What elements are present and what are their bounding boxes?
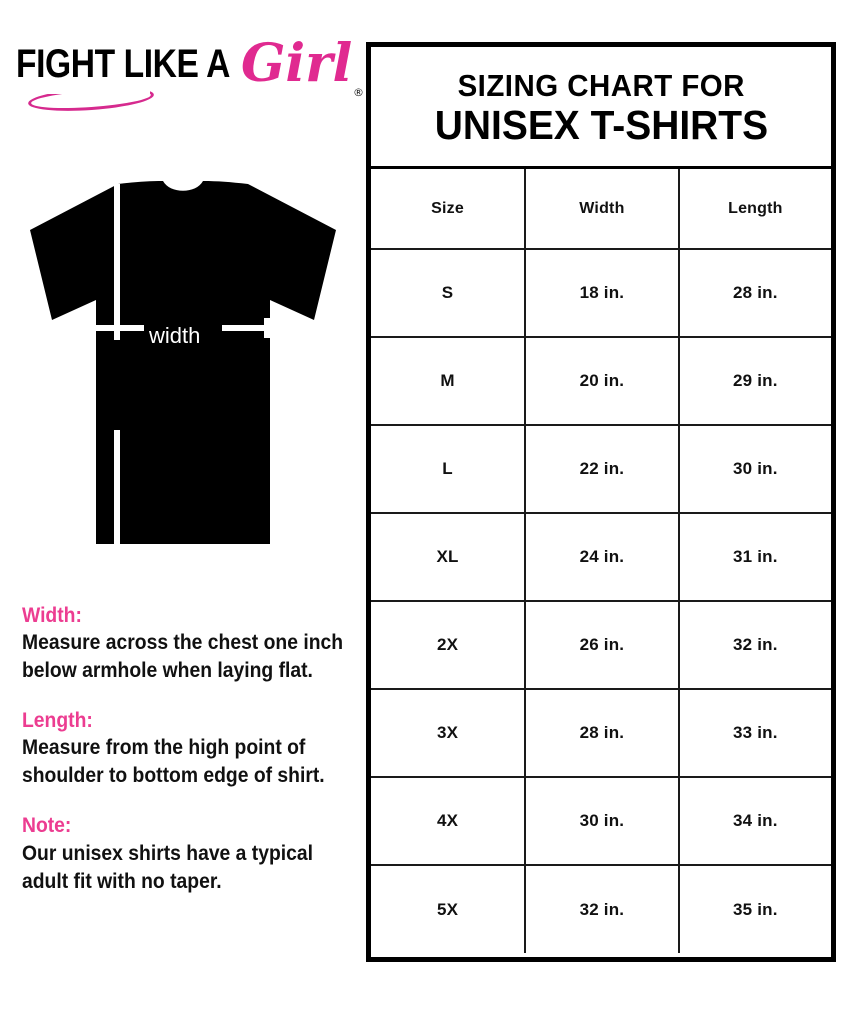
table-row: XL 24 in. 31 in.	[371, 512, 831, 602]
info-body-width: Measure across the chest one inch below …	[22, 631, 344, 683]
cell-size: L	[371, 424, 527, 514]
info-block-width: Width: Measure across the chest one inch…	[22, 602, 352, 685]
table-row: 2X 26 in. 32 in.	[371, 600, 831, 690]
table-row: S 18 in. 28 in.	[371, 248, 831, 338]
logo-text-fight-like-a: FIGHT LIKE A	[16, 42, 230, 86]
tshirt-illustration: width length	[18, 172, 348, 572]
brand-logo: FIGHT LIKE A Girl ®	[16, 33, 364, 115]
sizing-chart-title-line1: SIZING CHART FOR	[457, 67, 745, 103]
sizing-table-header: Size Width Length	[371, 169, 831, 250]
left-column: FIGHT LIKE A Girl ® width	[0, 0, 364, 1010]
cell-size: 5X	[371, 864, 527, 953]
cell-length: 31 in.	[677, 512, 831, 602]
cell-size: 4X	[371, 776, 527, 866]
cell-length: 29 in.	[677, 336, 831, 426]
registered-trademark-icon: ®	[353, 86, 364, 99]
cell-width: 28 in.	[524, 688, 680, 778]
table-row: 3X 28 in. 33 in.	[371, 688, 831, 778]
table-header-row: Size Width Length	[371, 169, 831, 250]
cell-width: 24 in.	[524, 512, 680, 602]
tshirt-silhouette-icon	[30, 181, 336, 544]
info-block-note: Note: Our unisex shirts have a typical a…	[22, 812, 352, 895]
info-heading-length: Length:	[22, 709, 93, 733]
logo-text-girl: Girl	[241, 33, 353, 94]
info-heading-width: Width:	[22, 604, 82, 627]
info-block-length: Length: Measure from the high point of s…	[22, 707, 352, 790]
sizing-table: Size Width Length S 18 in. 28 in. M 20 i…	[371, 169, 831, 953]
sizing-chart-title: SIZING CHART FOR UNISEX T-SHIRTS	[371, 47, 831, 169]
cell-size: M	[371, 336, 527, 426]
logo-swoosh-mask	[30, 84, 150, 94]
cell-size: XL	[371, 512, 527, 602]
column-header-length: Length	[677, 169, 831, 250]
info-body-note: Our unisex shirts have a typical adult f…	[22, 841, 313, 893]
cell-length: 33 in.	[677, 688, 831, 778]
table-row: M 20 in. 29 in.	[371, 336, 831, 426]
table-row: 4X 30 in. 34 in.	[371, 776, 831, 866]
column-header-width: Width	[524, 169, 680, 250]
info-heading-note: Note:	[22, 814, 72, 838]
measurement-instructions: Width: Measure across the chest one inch…	[22, 602, 352, 917]
column-header-size: Size	[371, 169, 527, 250]
sizing-chart-title-line2: UNISEX T-SHIRTS	[434, 101, 768, 148]
cell-width: 30 in.	[524, 776, 680, 866]
cell-length: 35 in.	[677, 864, 831, 953]
table-row: 5X 32 in. 35 in.	[371, 864, 831, 953]
sizing-chart-card: SIZING CHART FOR UNISEX T-SHIRTS Size Wi…	[366, 42, 836, 962]
cell-length: 32 in.	[677, 600, 831, 690]
info-body-length: Measure from the high point of shoulder …	[22, 736, 325, 788]
cell-size: 2X	[371, 600, 527, 690]
cell-width: 26 in.	[524, 600, 680, 690]
cell-length: 30 in.	[677, 424, 831, 514]
cell-size: 3X	[371, 688, 527, 778]
table-row: L 22 in. 30 in.	[371, 424, 831, 514]
cell-length: 28 in.	[677, 248, 831, 338]
sizing-table-body: S 18 in. 28 in. M 20 in. 29 in. L 22 in.…	[371, 248, 831, 953]
cell-length: 34 in.	[677, 776, 831, 866]
cell-width: 18 in.	[524, 248, 680, 338]
cell-width: 20 in.	[524, 336, 680, 426]
cell-size: S	[371, 248, 527, 338]
cell-width: 32 in.	[524, 864, 680, 953]
cell-width: 22 in.	[524, 424, 680, 514]
